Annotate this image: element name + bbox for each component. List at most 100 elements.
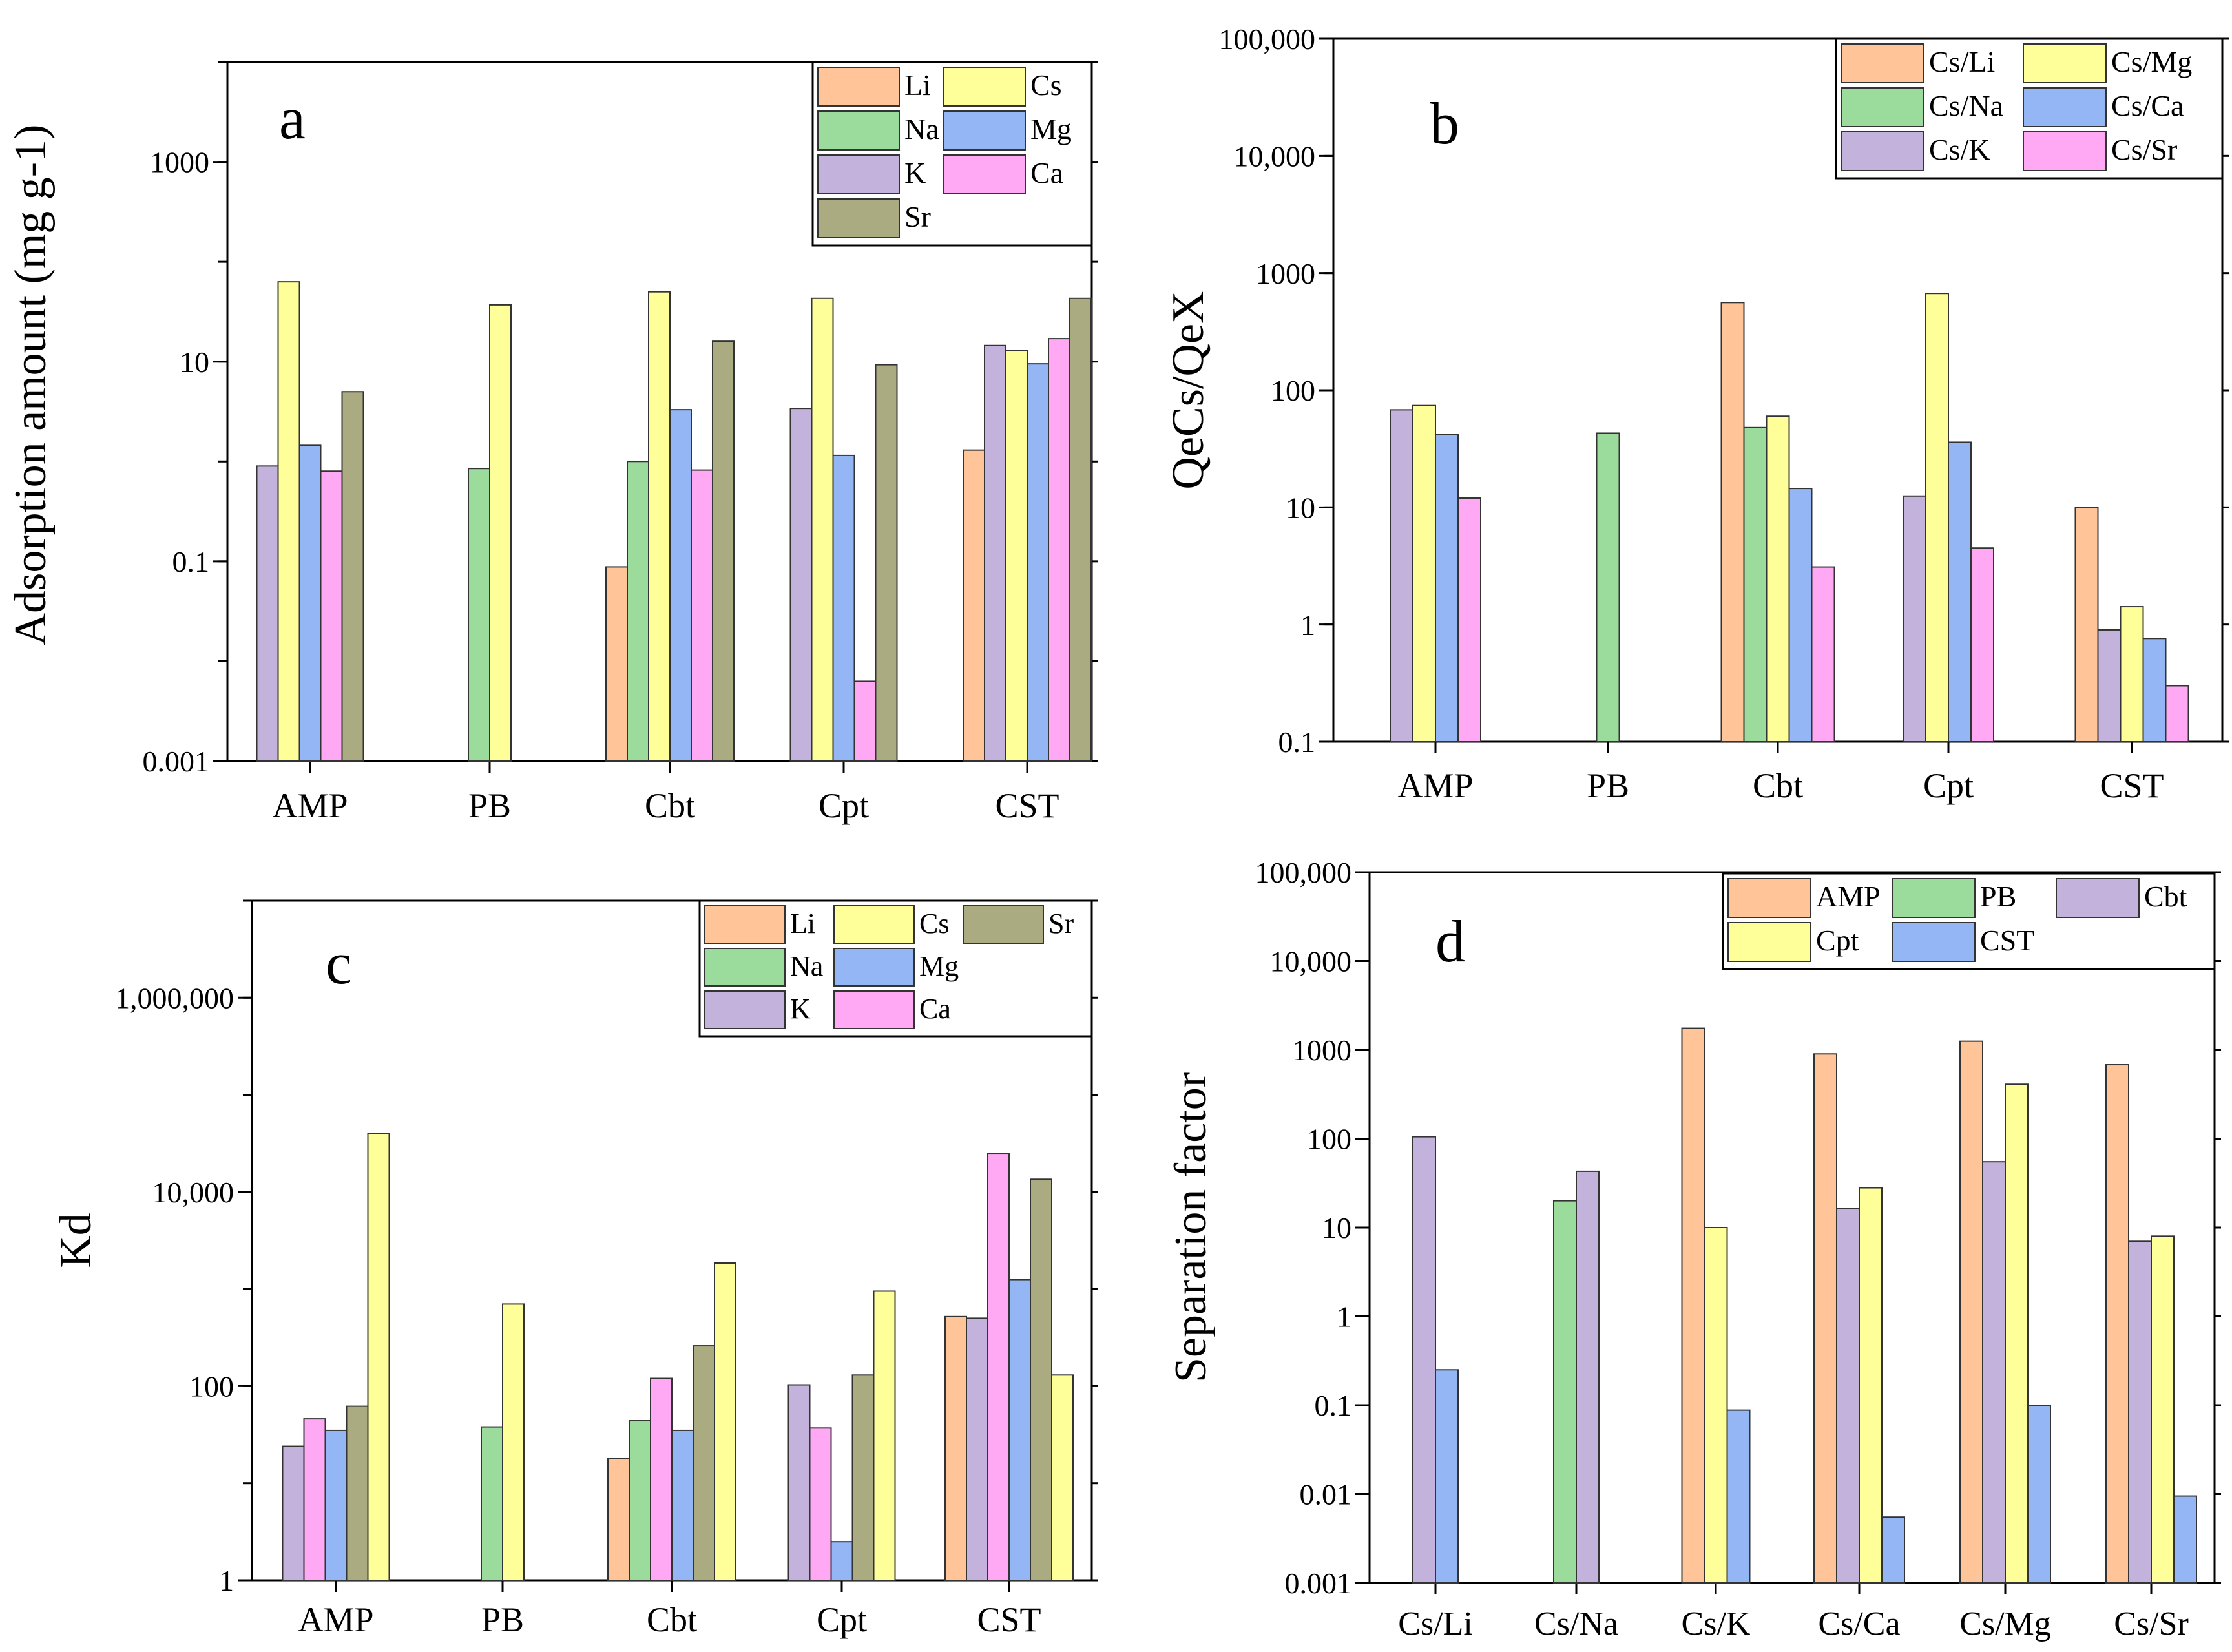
bar-amp-sr [346,1405,369,1582]
y-axis-label: Separation factor [1166,1072,1216,1383]
y-tick-label: 100 [1271,374,1315,407]
bar-pb-na [468,468,490,762]
panel-c: 1 100 10,000 1,000,000 AMP PB Cbt Cpt CST c Kd Li Cs… [51,899,1098,1639]
x-tick-label: AMP [298,1600,373,1639]
bar-cs-k-amp [1681,1027,1705,1584]
y-axis-label: Adsorption amount (mg g-1) [6,125,56,646]
bar-amp-cs-k [1390,409,1413,742]
bar-cst-li [944,1315,967,1581]
bar-cs-mg-cst [2027,1405,2051,1584]
legend-label: PB [1980,880,2016,913]
bar-amp-cs-sr [1457,497,1481,743]
legend-swatch [943,110,1026,151]
y-tick-label: 1000 [1292,1034,1351,1067]
bar-cbt-mg [669,409,692,762]
legend-label: Ca [919,993,951,1025]
legend-swatch [817,198,900,238]
y-tick-label: 0.1 [1278,726,1316,758]
x-tick-label: Cs/Sr [2114,1605,2189,1642]
bar-cst-k [966,1317,988,1582]
bar-cs-sr-amp [2105,1064,2129,1584]
y-tick-label: 10 [1286,491,1315,524]
bar-cs-k-cst [1726,1409,1751,1584]
x-tick-label: CST [977,1600,1041,1639]
bar-cbt-li [605,566,628,762]
bar-cbt-mg [671,1429,694,1582]
bar-cs-ca-amp [1813,1053,1837,1584]
legend-label: Sr [1048,908,1074,939]
bar-cst-cs-ca [2142,638,2167,742]
bar-cbt-ca [650,1377,673,1582]
bar-amp-ca [303,1418,326,1582]
bar-cst-cs-k [2097,629,2122,743]
legend-swatch [833,948,915,987]
bar-cpt-mg [832,454,855,762]
bar-cs-na-pb [1553,1200,1577,1584]
x-tick-label: Cs/Mg [1959,1605,2051,1642]
legend-swatch [943,67,1026,107]
legend-swatch [963,905,1044,944]
legend-swatch [943,154,1026,194]
bar-cst-mg [1027,363,1049,762]
bar-cs-ca-cpt [1859,1187,1883,1584]
legend-swatch [817,110,900,151]
y-tick-label: 0.001 [1285,1567,1352,1600]
legend-swatch [704,948,786,987]
panel-label: c [326,930,352,996]
y-axis-label: Kd [51,1213,101,1268]
y-tick-label: 1 [1300,609,1315,642]
bar-cs-li-cst [1435,1369,1459,1584]
x-tick-label: Cs/Li [1398,1605,1473,1642]
legend-swatch [2023,87,2107,127]
bar-cpt-mg [830,1541,853,1582]
y-tick-label: 10,000 [1270,945,1352,978]
legend-swatch [2023,43,2107,83]
legend-label: Cs/Na [1929,89,2003,122]
bar-cs-sr-cst [2173,1495,2197,1584]
legend-label: Cs/K [1929,133,1990,166]
legend-label: Na [904,112,939,145]
y-tick-label: 1 [1337,1301,1351,1333]
x-tick-label: Cpt [1923,766,1974,805]
legend-swatch [1892,922,1976,962]
y-tick-label: 0.001 [143,745,210,778]
legend-swatch [704,905,786,944]
legend-label: K [904,156,926,189]
legend-label: Mg [1030,112,1072,145]
bar-pb-na [481,1426,503,1581]
bar-cst-cs-li [2074,507,2099,742]
bar-cst-sr [1069,297,1092,762]
x-tick-label: Cbt [645,786,695,825]
legend-label: Cs/Li [1929,45,1995,78]
y-tick-label: 100 [1307,1123,1351,1156]
legend-swatch [2023,131,2107,171]
legend-swatch [1841,131,1924,171]
panel-b: 0.1 1 10 100 1000 10,000 100,000 AMP PB Cbt Cpt CST… [1163,23,2229,805]
panel-label: b [1430,90,1459,156]
y-tick-label: 1 [219,1564,234,1597]
bar-cst-ca [987,1153,1010,1582]
bar-amp-ca [320,470,343,762]
bar-cs-na-cbt [1576,1170,1600,1584]
x-tick-label: Cs/Na [1534,1605,1618,1642]
x-tick-label: PB [468,786,511,825]
x-tick-label: PB [481,1600,524,1639]
legend-swatch [704,990,786,1029]
x-tick-label: Cbt [1753,766,1803,805]
x-tick-label: CST [995,786,1059,825]
y-tick-label: 100,000 [1219,23,1316,56]
bar-amp-sr [341,391,364,762]
bar-cpt-k [789,408,813,762]
panel-label: a [279,85,306,151]
legend-label: Cs/Mg [2111,45,2192,78]
bar-amp-cs-ca [1435,434,1459,742]
y-axis-label: QeCs/QeX [1163,291,1213,489]
y-tick-label: 10,000 [152,1176,235,1209]
bar-cpt-cs [873,1290,896,1582]
legend-swatch [1727,922,1811,962]
bar-cpt-ca [809,1427,832,1582]
bar-pb-cs [489,304,512,762]
bar-cpt-cs-k [1903,495,1926,742]
legend-label: Li [790,908,815,939]
